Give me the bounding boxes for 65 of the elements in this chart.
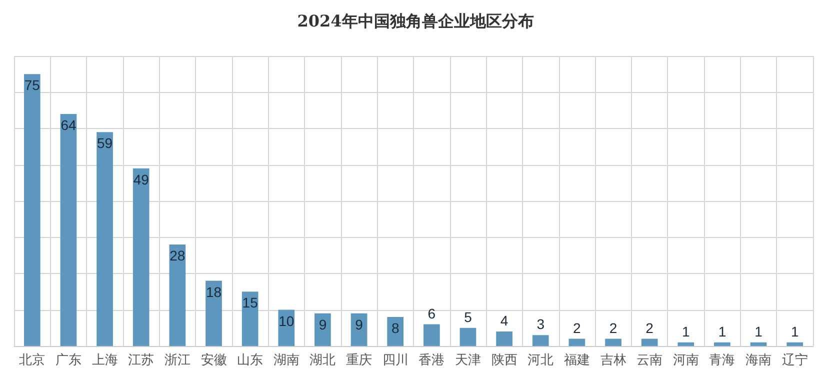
x-tick-label: 河南	[672, 353, 699, 368]
data-label: 2	[609, 320, 618, 336]
x-tick-label: 云南	[636, 353, 663, 368]
data-label: 2	[646, 320, 654, 336]
x-tick-label: 浙江	[164, 353, 190, 368]
data-label: 4	[500, 312, 508, 328]
data-label: 1	[682, 323, 690, 340]
x-tick-label: 辽宁	[782, 352, 808, 368]
data-label: 15	[242, 294, 258, 311]
bar	[532, 335, 549, 346]
data-label: 64	[60, 117, 76, 133]
bar	[641, 338, 658, 346]
bar	[132, 168, 150, 346]
data-label: 1	[754, 323, 763, 340]
bar	[678, 342, 694, 346]
x-tick-label: 安徽	[200, 352, 227, 368]
x-tick-label: 河北	[528, 353, 554, 368]
bar	[750, 342, 767, 346]
bar	[169, 244, 186, 346]
bar	[423, 324, 440, 346]
x-tick-label: 上海	[92, 353, 118, 368]
x-tick-label: 重庆	[346, 353, 372, 368]
bar	[460, 328, 476, 346]
bar	[714, 342, 730, 346]
data-label: 5	[464, 308, 472, 325]
x-tick-label: 湖南	[273, 353, 300, 368]
data-label: 75	[24, 77, 40, 94]
data-label: 9	[355, 316, 364, 332]
bar	[387, 317, 404, 346]
data-label: 18	[206, 284, 222, 300]
bar	[496, 332, 512, 346]
data-label: 1	[718, 323, 726, 340]
data-label: 10	[278, 312, 294, 329]
data-label: 2	[573, 320, 582, 336]
data-label: 28	[170, 248, 186, 264]
bar	[605, 338, 622, 346]
x-tick-label: 江苏	[128, 353, 154, 368]
x-tick-label: 天津	[454, 353, 481, 368]
x-tick-label: 山东	[237, 353, 264, 368]
bar	[206, 280, 222, 346]
bar	[568, 338, 586, 346]
data-label: 3	[536, 316, 545, 332]
data-label: 1	[790, 323, 799, 340]
data-label: 9	[318, 316, 327, 332]
x-tick-label: 香港	[418, 353, 445, 368]
x-tick-label: 青海	[709, 353, 736, 368]
bar	[314, 313, 331, 346]
x-tick-label: 福建	[564, 353, 590, 368]
bar	[786, 342, 804, 346]
bar	[96, 132, 113, 346]
data-label: 49	[133, 171, 150, 188]
chart-title: 2024年中国独角兽企业地区分布	[297, 12, 534, 30]
x-tick-label: 湖北	[310, 353, 336, 368]
x-tick-label: 北京	[19, 353, 46, 368]
x-tick-label: 海南	[746, 353, 772, 368]
data-label: 6	[428, 305, 436, 322]
bar	[242, 292, 258, 346]
data-label: 8	[391, 320, 400, 336]
bar	[24, 74, 40, 346]
x-tick-label: 四川	[382, 353, 408, 368]
bar	[60, 114, 77, 346]
data-label: 59	[97, 135, 113, 152]
x-tick-label: 广东	[55, 353, 82, 368]
x-tick-label: 吉林	[600, 353, 626, 368]
x-tick-label: 陕西	[491, 353, 518, 368]
